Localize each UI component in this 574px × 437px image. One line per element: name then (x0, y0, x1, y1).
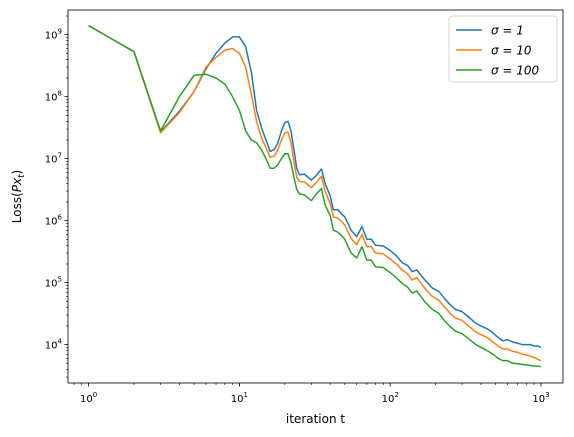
x-tick-label: 100 (80, 391, 97, 405)
x-tick-label: 103 (532, 391, 549, 405)
legend-label: σ = 10 (491, 44, 532, 58)
plot-frame (67, 9, 564, 384)
legend-label: σ = 1 (491, 24, 524, 38)
legend-frame (448, 15, 558, 83)
legend-label: σ = 100 (491, 64, 540, 78)
x-axis: 100 101 102 103 (73, 383, 550, 405)
y-tick-label: 107 (45, 152, 62, 166)
series-line-2 (88, 24, 542, 362)
x-tick-label: 102 (382, 391, 399, 405)
y-tick-label: 106 (45, 214, 63, 228)
y-tick-label: 105 (45, 276, 62, 290)
y-tick-label: 104 (45, 338, 63, 352)
series-line-3 (88, 24, 542, 368)
x-axis-label: iteration t (286, 412, 346, 426)
y-tick-label: 109 (45, 28, 62, 42)
y-axis-label: Loss(Pxt) (10, 170, 27, 223)
y-axis: 104 105 106 107 108 109 (45, 15, 68, 378)
y-tick-label: 108 (45, 90, 62, 104)
series-layer (88, 24, 542, 368)
series-line-1 (88, 24, 542, 349)
x-tick-label: 101 (231, 391, 248, 405)
legend: σ = 1 σ = 10 σ = 100 (448, 15, 558, 83)
